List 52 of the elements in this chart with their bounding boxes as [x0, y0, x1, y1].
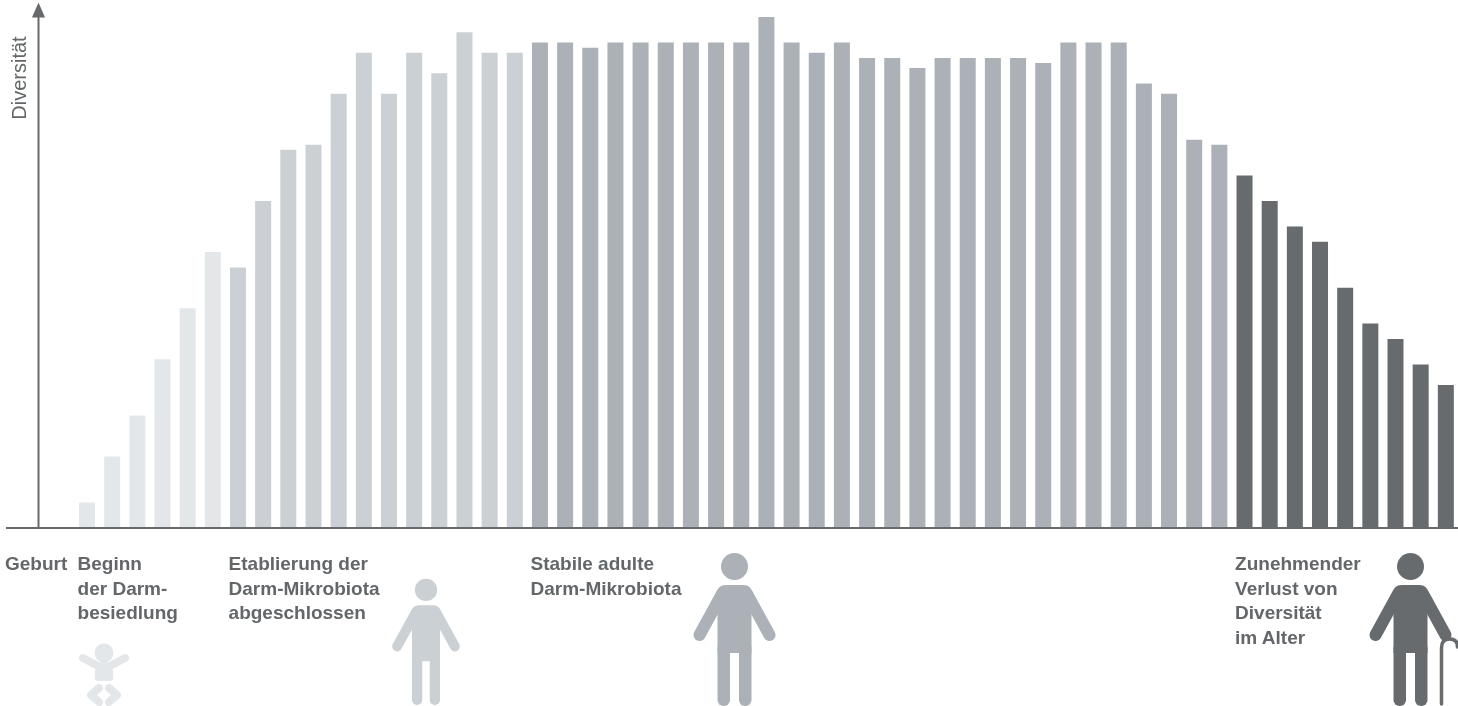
bar: [305, 144, 322, 528]
bar: [632, 42, 649, 528]
text: Geburt: [5, 553, 68, 574]
bar: [959, 57, 976, 528]
bar: [179, 308, 196, 528]
bar: [783, 42, 800, 528]
bar: [1085, 42, 1102, 528]
bar: [833, 42, 850, 528]
bar: [431, 73, 448, 528]
text: Stabile adulte Darm-Mikrobiota: [530, 553, 682, 599]
bar: [909, 68, 926, 528]
bar: [708, 42, 725, 528]
bar: [1035, 62, 1052, 528]
y-axis-title: Diversität: [8, 35, 30, 120]
bar: [129, 415, 146, 528]
bar: [984, 57, 1001, 528]
bar: [808, 52, 825, 528]
text: Beginn der Darm- besiedlung: [77, 553, 178, 623]
bar: [229, 267, 246, 528]
bar: [456, 32, 473, 528]
bar: [1186, 139, 1203, 528]
bar: [531, 42, 548, 528]
bar: [255, 200, 272, 528]
bar: [582, 47, 599, 528]
bar: [682, 42, 699, 528]
bar: [1135, 83, 1152, 528]
bar: [506, 52, 523, 528]
bar: [79, 502, 95, 528]
bar: [1161, 93, 1178, 528]
bar: [406, 52, 423, 528]
bar: [154, 359, 171, 528]
bar: [104, 456, 121, 528]
bar: [481, 52, 498, 528]
bar: [280, 149, 297, 528]
bar: [204, 252, 221, 528]
bar: [1211, 144, 1228, 528]
bar: [1010, 57, 1027, 528]
bar: [733, 42, 750, 528]
bar: [758, 17, 775, 528]
bar: [557, 42, 574, 528]
bar: [380, 93, 397, 528]
bar: [1110, 42, 1127, 528]
bar: [859, 57, 876, 528]
bar: [330, 93, 347, 528]
bar: [355, 52, 372, 528]
text: Zunehmender Verlust von Diversität im Alter: [1235, 553, 1362, 648]
bar: [884, 57, 901, 528]
text: Etablierung der Darm-Mikrobiota abgeschlossen: [228, 553, 380, 623]
bar: [934, 57, 951, 528]
bar: [1060, 42, 1077, 528]
bar: [657, 42, 674, 528]
bar: [607, 42, 624, 528]
